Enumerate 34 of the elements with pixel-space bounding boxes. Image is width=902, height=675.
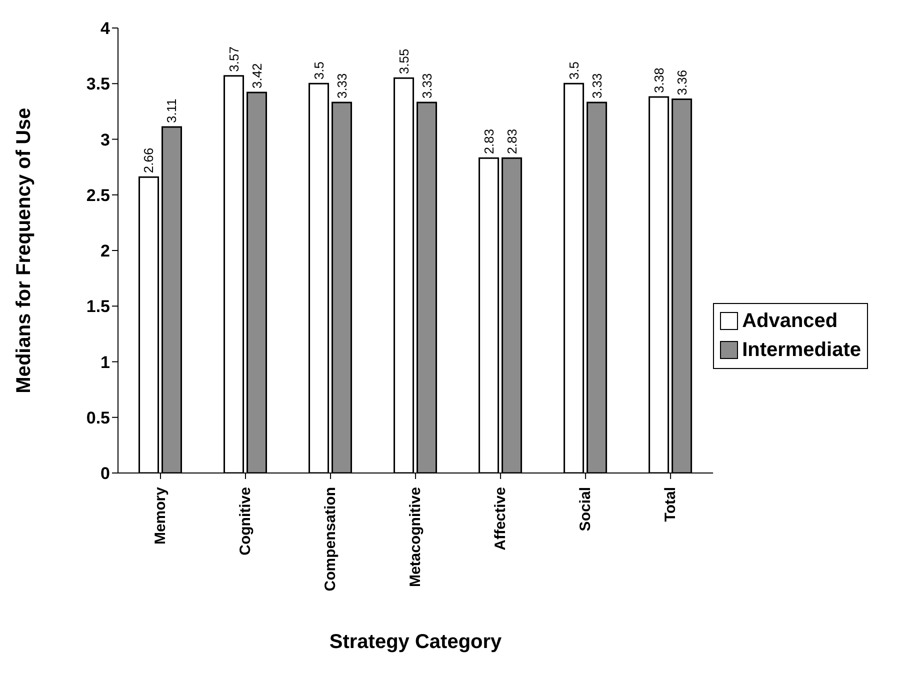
- data-label: 3.11: [164, 98, 180, 124]
- x-tick-label: Compensation: [322, 487, 340, 592]
- y-tick-label: 1: [100, 352, 110, 372]
- x-tick-label: Cognitive: [237, 487, 254, 556]
- x-tick-label: Metacognitive: [407, 487, 424, 588]
- y-axis-title: Medians for Frequency of Use: [13, 108, 36, 394]
- data-label: 3.5: [311, 62, 326, 80]
- y-tick-label: 3: [100, 130, 110, 150]
- y-tick-label: 4: [100, 19, 111, 38]
- data-label: 3.36: [674, 70, 690, 96]
- data-label: 3.5: [566, 62, 582, 80]
- data-label: 3.33: [419, 73, 434, 99]
- data-label: 3.57: [226, 46, 242, 72]
- y-tick-label: 0.5: [86, 408, 110, 428]
- y-tick-label: 0: [100, 464, 110, 484]
- y-tick-label: 3.5: [86, 74, 110, 94]
- x-tick-label: Total: [662, 487, 680, 522]
- data-label: 3.38: [651, 68, 666, 93]
- data-label: 3.33: [589, 73, 604, 99]
- x-tick-label: Memory: [152, 486, 170, 545]
- x-axis-title: Strategy Category: [329, 631, 503, 653]
- y-tick-label: 1.5: [86, 297, 110, 316]
- legend-label: Intermediate: [742, 338, 861, 362]
- data-label: 3.42: [249, 63, 264, 89]
- data-label: 3.33: [334, 73, 350, 99]
- data-label: 3.55: [396, 48, 412, 74]
- data-label: 2.83: [481, 128, 496, 154]
- legend-label: Advanced: [742, 310, 838, 332]
- data-label: 2.66: [141, 148, 156, 174]
- y-tick-label: 2: [100, 242, 110, 261]
- x-tick-label: Affective: [492, 487, 510, 550]
- x-tick-label: Social: [577, 487, 594, 532]
- data-label: 2.83: [504, 128, 520, 154]
- y-tick-label: 2.5: [86, 186, 110, 205]
